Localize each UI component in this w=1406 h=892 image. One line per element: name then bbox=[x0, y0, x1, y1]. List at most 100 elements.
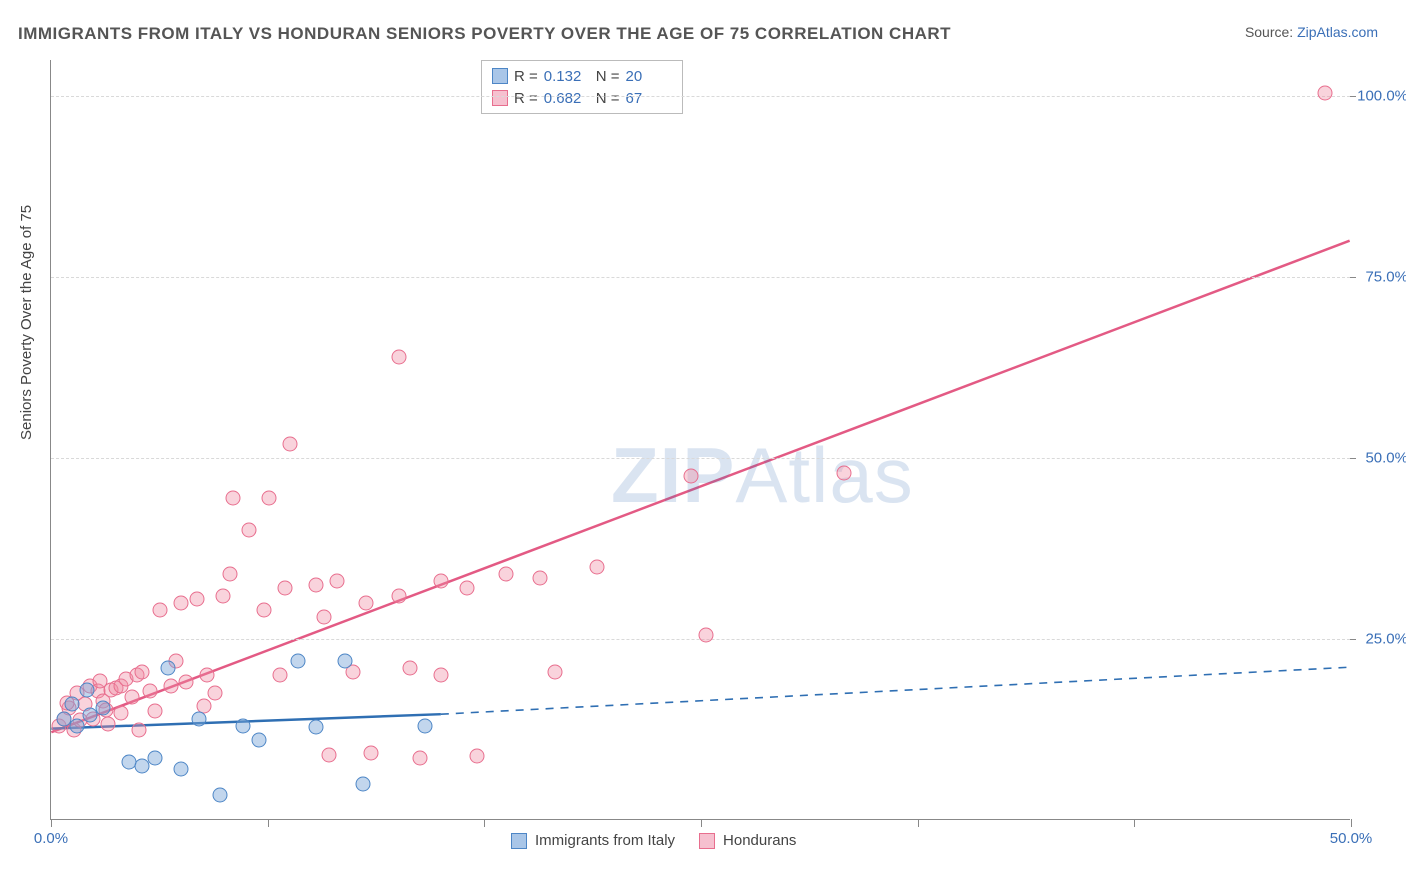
data-point-pink bbox=[241, 523, 256, 538]
swatch-pink bbox=[699, 833, 715, 849]
data-point-pink bbox=[460, 581, 475, 596]
data-point-pink bbox=[207, 686, 222, 701]
y-tick-mark bbox=[1350, 639, 1356, 640]
series-legend: Immigrants from Italy Hondurans bbox=[511, 832, 796, 849]
data-point-blue bbox=[291, 653, 306, 668]
data-point-pink bbox=[499, 566, 514, 581]
x-tick-mark bbox=[484, 819, 485, 827]
legend-row-blue: R = 0.132 N = 20 bbox=[492, 65, 672, 87]
y-tick-mark bbox=[1350, 277, 1356, 278]
data-point-blue bbox=[64, 697, 79, 712]
x-tick-mark bbox=[918, 819, 919, 827]
data-point-pink bbox=[278, 581, 293, 596]
data-point-pink bbox=[1318, 85, 1333, 100]
x-tick-mark bbox=[51, 819, 52, 827]
regression-line bbox=[441, 667, 1350, 714]
data-point-pink bbox=[683, 469, 698, 484]
legend-item-pink: Hondurans bbox=[699, 832, 796, 849]
data-point-pink bbox=[223, 566, 238, 581]
y-tick-label: 100.0% bbox=[1357, 88, 1406, 105]
data-point-pink bbox=[699, 628, 714, 643]
n-label: N = bbox=[596, 68, 620, 85]
watermark: ZIPAtlas bbox=[611, 430, 914, 521]
x-tick-label: 0.0% bbox=[34, 830, 68, 847]
n-value-pink: 67 bbox=[626, 90, 672, 107]
data-point-blue bbox=[70, 718, 85, 733]
data-point-pink bbox=[215, 588, 230, 603]
data-point-pink bbox=[590, 559, 605, 574]
data-point-pink bbox=[179, 675, 194, 690]
correlation-legend: R = 0.132 N = 20 R = 0.682 N = 67 bbox=[481, 60, 683, 114]
gridline-h bbox=[51, 458, 1350, 459]
legend-label-pink: Hondurans bbox=[723, 832, 796, 849]
data-point-pink bbox=[434, 574, 449, 589]
data-point-pink bbox=[132, 722, 147, 737]
data-point-pink bbox=[101, 717, 116, 732]
data-point-pink bbox=[532, 570, 547, 585]
data-point-pink bbox=[200, 668, 215, 683]
y-tick-mark bbox=[1350, 96, 1356, 97]
data-point-pink bbox=[413, 751, 428, 766]
data-point-pink bbox=[93, 674, 108, 689]
gridline-h bbox=[51, 277, 1350, 278]
data-point-pink bbox=[135, 664, 150, 679]
data-point-pink bbox=[322, 747, 337, 762]
data-point-pink bbox=[283, 436, 298, 451]
swatch-pink bbox=[492, 90, 508, 106]
legend-label-blue: Immigrants from Italy bbox=[535, 832, 675, 849]
r-label: R = bbox=[514, 90, 538, 107]
data-point-pink bbox=[148, 704, 163, 719]
data-point-pink bbox=[470, 749, 485, 764]
x-tick-mark bbox=[268, 819, 269, 827]
data-point-blue bbox=[418, 718, 433, 733]
data-point-blue bbox=[174, 762, 189, 777]
legend-row-pink: R = 0.682 N = 67 bbox=[492, 87, 672, 109]
regression-lines-svg bbox=[51, 60, 1350, 819]
data-point-blue bbox=[309, 720, 324, 735]
data-point-blue bbox=[213, 787, 228, 802]
n-value-blue: 20 bbox=[626, 68, 672, 85]
r-value-pink: 0.682 bbox=[544, 90, 590, 107]
data-point-pink bbox=[392, 349, 407, 364]
data-point-pink bbox=[358, 595, 373, 610]
y-axis-label: Seniors Poverty Over the Age of 75 bbox=[18, 205, 35, 440]
y-tick-label: 25.0% bbox=[1365, 631, 1406, 648]
data-point-blue bbox=[356, 776, 371, 791]
data-point-pink bbox=[392, 588, 407, 603]
data-point-pink bbox=[189, 592, 204, 607]
data-point-blue bbox=[80, 682, 95, 697]
data-point-pink bbox=[317, 610, 332, 625]
data-point-pink bbox=[272, 668, 287, 683]
data-point-pink bbox=[402, 661, 417, 676]
swatch-blue bbox=[511, 833, 527, 849]
chart-title: IMMIGRANTS FROM ITALY VS HONDURAN SENIOR… bbox=[18, 24, 951, 44]
swatch-blue bbox=[492, 68, 508, 84]
regression-line bbox=[51, 241, 1349, 733]
n-label: N = bbox=[596, 90, 620, 107]
data-point-pink bbox=[837, 465, 852, 480]
watermark-light: Atlas bbox=[735, 431, 913, 519]
data-point-pink bbox=[434, 668, 449, 683]
x-tick-mark bbox=[1134, 819, 1135, 827]
data-point-pink bbox=[226, 490, 241, 505]
data-point-pink bbox=[124, 689, 139, 704]
data-point-pink bbox=[257, 603, 272, 618]
x-tick-mark bbox=[1351, 819, 1352, 827]
legend-item-blue: Immigrants from Italy bbox=[511, 832, 675, 849]
source-label: Source: bbox=[1245, 24, 1293, 40]
data-point-blue bbox=[192, 711, 207, 726]
y-tick-label: 50.0% bbox=[1365, 450, 1406, 467]
data-point-blue bbox=[96, 700, 111, 715]
data-point-blue bbox=[252, 733, 267, 748]
source-link[interactable]: ZipAtlas.com bbox=[1297, 24, 1378, 40]
gridline-h bbox=[51, 96, 1350, 97]
data-point-pink bbox=[174, 595, 189, 610]
data-point-blue bbox=[148, 751, 163, 766]
source-attribution: Source: ZipAtlas.com bbox=[1245, 24, 1378, 40]
x-tick-label: 50.0% bbox=[1330, 830, 1373, 847]
watermark-bold: ZIP bbox=[611, 431, 735, 519]
data-point-pink bbox=[548, 664, 563, 679]
scatter-plot-area: R = 0.132 N = 20 R = 0.682 N = 67 Immigr… bbox=[50, 60, 1350, 820]
data-point-pink bbox=[330, 574, 345, 589]
data-point-blue bbox=[236, 718, 251, 733]
